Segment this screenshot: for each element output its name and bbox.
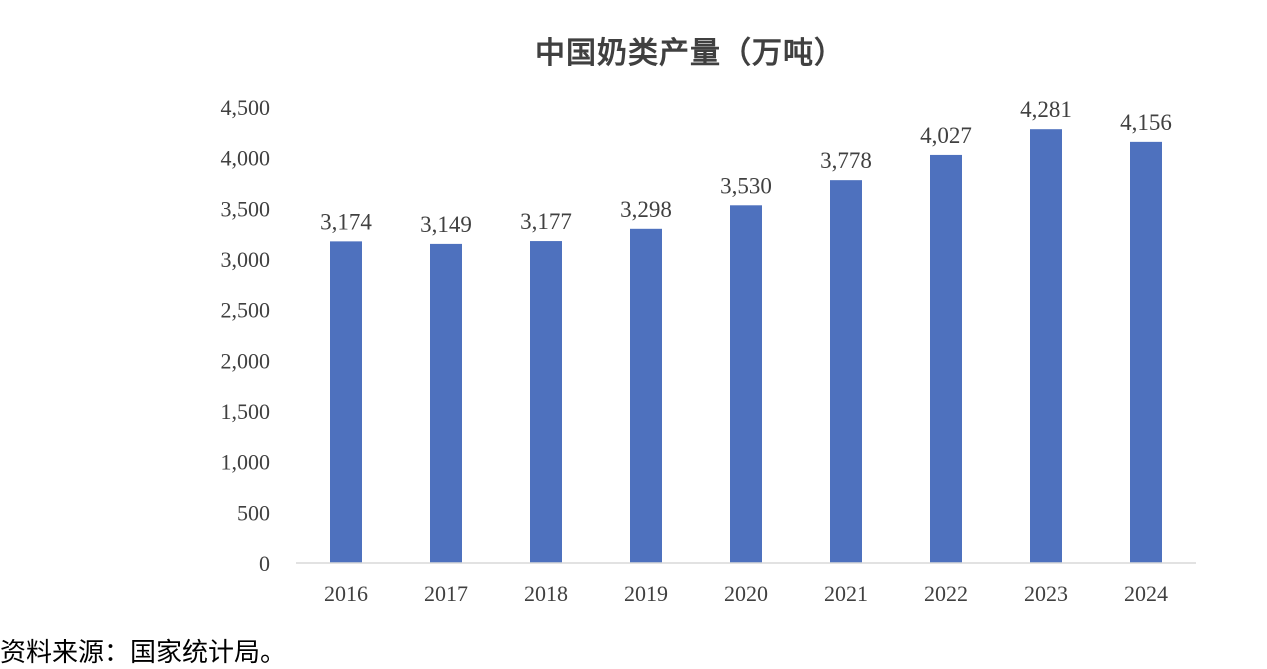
bar [1130,141,1162,563]
bar-value-label: 3,298 [620,197,672,222]
y-tick-label: 4,500 [221,95,271,120]
y-tick-label: 4,000 [221,146,271,171]
y-tick-label: 2,500 [221,298,271,323]
bar-value-label: 4,156 [1120,110,1172,135]
x-tick-label: 2022 [924,581,968,606]
x-tick-label: 2017 [424,581,468,606]
data-labels: 3,174 3,149 3,177 3,298 3,530 3,778 4,027 4,281… [320,97,1172,237]
bar-value-label: 3,149 [420,212,472,237]
x-tick-label: 2016 [324,581,368,606]
bar [730,205,762,563]
x-tick-label: 2024 [1124,581,1168,606]
bar [830,180,862,564]
y-tick-label: 1,000 [221,450,271,475]
bars [330,129,1162,564]
y-tick-label: 3,500 [221,196,271,221]
chart-title: 中国奶类产量（万吨） [535,36,845,71]
x-tick-label: 2020 [724,581,768,606]
x-tick-label: 2023 [1024,581,1068,606]
bar-value-label: 4,281 [1020,97,1072,122]
y-tick-label: 2,000 [221,348,271,373]
bar [430,243,462,563]
y-tick-label: 0 [259,551,270,576]
bar [1030,129,1062,563]
bar-value-label: 4,027 [920,123,972,148]
bar-value-label: 3,174 [320,209,372,234]
x-tick-label: 2019 [624,581,668,606]
bar-value-label: 3,778 [820,148,872,173]
source-note: 资料来源：国家统计局。 [0,638,287,668]
bar [530,241,562,563]
x-axis-ticks: 2016 2017 2018 2019 2020 2021 2022 2023 2024 [324,581,1168,606]
y-tick-label: 3,000 [221,247,271,272]
bar-value-label: 3,177 [520,209,572,234]
bar [930,154,962,563]
bar-value-label: 3,530 [720,173,772,198]
x-tick-label: 2021 [824,581,868,606]
bar [630,228,662,563]
y-tick-label: 500 [237,500,270,525]
y-axis-ticks: 0 500 1,000 1,500 2,000 2,500 3,000 3,500 4,000 4… [221,95,271,576]
x-tick-label: 2018 [524,581,568,606]
y-tick-label: 1,500 [221,399,271,424]
bar [330,241,362,564]
